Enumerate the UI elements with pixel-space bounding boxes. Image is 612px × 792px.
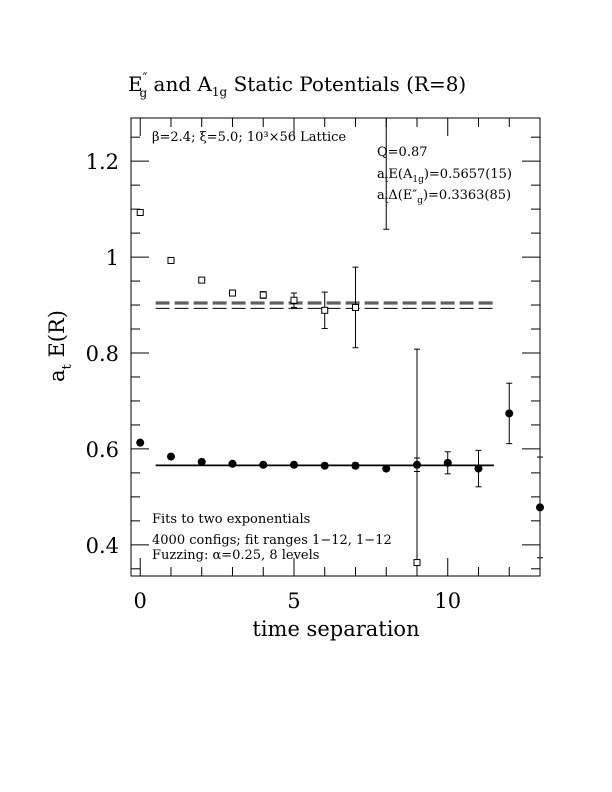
data-point-circle [536, 503, 544, 512]
data-point-circle [259, 460, 268, 469]
y-axis-label: at E(R) [45, 310, 75, 382]
x-tick-label: 10 [434, 589, 461, 613]
eg-annotation: atΔ(E″g)=0.3363(85) [377, 188, 511, 206]
data-point-square [351, 303, 359, 311]
data-point-circle [382, 464, 391, 473]
x-tick-label: 0 [134, 589, 147, 613]
data-point-circle [474, 464, 483, 473]
data-point-square [321, 306, 329, 314]
data-point-circle [289, 460, 298, 469]
x-axis-label: time separation [252, 617, 419, 641]
y-tick-label: 1 [106, 246, 119, 270]
a1g-annotation: atE(A1g)=0.5657(15) [377, 167, 512, 185]
q-annotation: Q=0.87 [377, 145, 428, 160]
data-point-square [198, 276, 206, 284]
data-point-circle [412, 460, 421, 469]
data-point-circle [443, 458, 452, 467]
x-tick-label: 5 [287, 589, 300, 613]
plot-frame [130, 117, 541, 577]
data-point-circle [351, 461, 360, 470]
data-point-square [136, 208, 144, 216]
data-point-circle [197, 457, 206, 466]
lattice-annotation: β=2.4; ξ=5.0; 10³×56 Lattice [152, 130, 346, 145]
y-tick-label: 0.6 [86, 438, 119, 462]
axis-ticks: 0.4 0.6 0.8 1 1.2 0 5 10 [86, 118, 541, 613]
fit-note-1: Fits to two exponentials [152, 512, 310, 527]
data-point-square [290, 296, 298, 304]
data-point-circle [166, 452, 175, 461]
data-point-circle [320, 461, 329, 470]
y-tick-label: 0.8 [86, 342, 119, 366]
fit-note-2: 4000 configs; fit ranges 1−12, 1−12 [152, 533, 392, 548]
y-tick-label: 0.4 [86, 534, 119, 558]
data-points [136, 118, 544, 577]
data-point-circle [136, 438, 145, 447]
data-point-square [228, 289, 236, 297]
chart-title: E″ g and A1g Static Potentials (R=8) [128, 71, 466, 100]
data-point-square [413, 559, 421, 567]
y-tick-label: 1.2 [86, 150, 119, 174]
data-point-circle [228, 459, 237, 468]
fit-note-3: Fuzzing: α=0.25, 8 levels [152, 548, 319, 563]
data-point-square [259, 291, 267, 299]
data-point-square [167, 256, 175, 264]
data-point-circle [505, 409, 514, 418]
